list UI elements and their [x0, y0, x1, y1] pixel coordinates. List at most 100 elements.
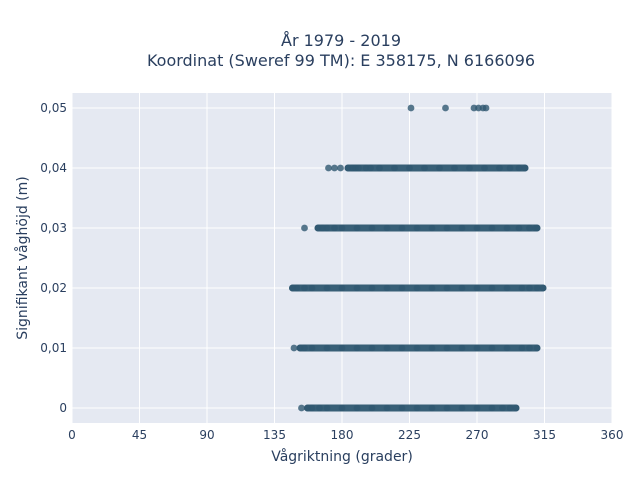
scatter-point [323, 284, 331, 292]
scatter-point [383, 224, 391, 232]
scatter-point [503, 344, 511, 352]
scatter-point [407, 104, 415, 112]
scatter-point [506, 164, 514, 172]
scatter-point [290, 344, 298, 352]
scatter-point [338, 284, 346, 292]
scatter-point [383, 344, 391, 352]
scatter-point [337, 164, 344, 172]
scatter-point [518, 284, 526, 292]
scatter-point [428, 404, 436, 412]
scatter-point [458, 344, 466, 352]
scatter-point [503, 224, 511, 232]
scatter-point [488, 224, 496, 232]
scatter-point [338, 224, 346, 232]
x-tick-label: 315 [533, 428, 556, 442]
scatter-point [512, 404, 520, 412]
scatter-point [308, 404, 316, 412]
x-tick-label: 270 [466, 428, 489, 442]
scatter-point [398, 224, 406, 232]
scatter-point [398, 404, 406, 412]
scatter-point [443, 404, 451, 412]
y-tick-label: 0,05 [40, 101, 67, 115]
x-axis-ticks: 0 45 90 135 180 225 270 315 360 [68, 428, 623, 442]
scatter-point [413, 284, 421, 292]
scatter-point [331, 164, 338, 172]
y-tick-label: 0,01 [40, 341, 67, 355]
x-tick-label: 225 [398, 428, 421, 442]
x-tick-label: 180 [331, 428, 354, 442]
scatter-point [308, 344, 316, 352]
scatter-point [421, 164, 428, 172]
scatter-point [473, 404, 481, 412]
scatter-point [518, 344, 526, 352]
x-tick-label: 45 [132, 428, 147, 442]
scatter-point [353, 224, 361, 232]
y-tick-label: 0,04 [40, 161, 67, 175]
scatter-point [473, 224, 481, 232]
scatter-point [308, 284, 316, 292]
scatter-point [466, 164, 473, 172]
scatter-point [383, 404, 391, 412]
scatter-point [533, 224, 541, 232]
scatter-point [488, 284, 496, 292]
scatter-point [353, 404, 361, 412]
scatter-point [298, 404, 305, 412]
scatter-point [458, 224, 466, 232]
scatter-point [323, 404, 331, 412]
scatter-point [436, 164, 443, 172]
scatter-point [499, 404, 506, 412]
scatter-point [503, 284, 511, 292]
scatter-point [515, 224, 523, 232]
scatter-point [353, 284, 361, 292]
scatter-point [338, 344, 346, 352]
scatter-point [443, 344, 451, 352]
scatter-point [506, 404, 514, 412]
scatter-point [488, 344, 496, 352]
scatter-point [353, 344, 361, 352]
scatter-point [413, 224, 421, 232]
scatter-point [526, 224, 533, 232]
y-tick-label: 0,02 [40, 281, 67, 295]
scatter-point [526, 344, 533, 352]
scatter-point [301, 284, 308, 292]
scatter-point [398, 284, 406, 292]
scatter-point [413, 344, 421, 352]
y-tick-label: 0 [59, 401, 67, 415]
scatter-point [451, 164, 458, 172]
y-tick-label: 0,03 [40, 221, 67, 235]
scatter-point [482, 104, 490, 112]
y-axis-label: Signifikant våghöjd (m) [14, 176, 31, 339]
scatter-point [323, 224, 331, 232]
scatter-point [458, 284, 466, 292]
scatter-point [515, 164, 523, 172]
scatter-point [473, 344, 481, 352]
scatter-point [533, 284, 541, 292]
scatter-point [473, 284, 481, 292]
scatter-point [301, 224, 308, 232]
scatter-point [368, 344, 376, 352]
x-tick-label: 0 [68, 428, 76, 442]
x-tick-label: 360 [601, 428, 624, 442]
scatter-point [458, 404, 466, 412]
x-axis-label: Vågriktning (grader) [271, 448, 413, 465]
scatter-point [355, 164, 362, 172]
scatter-point [391, 164, 398, 172]
chart-title-line1: År 1979 - 2019 [281, 31, 401, 50]
scatter-point [521, 164, 529, 172]
scatter-point [428, 224, 436, 232]
scatter-point [428, 344, 436, 352]
scatter-point [413, 404, 421, 412]
scatter-point [442, 104, 449, 112]
scatter-point [368, 284, 376, 292]
scatter-point [488, 404, 496, 412]
x-tick-label: 135 [263, 428, 286, 442]
scatter-point [443, 284, 451, 292]
chart-title-line2: Koordinat (Sweref 99 TM): E 358175, N 61… [147, 51, 535, 70]
scatter-point [496, 164, 503, 172]
scatter-point [398, 344, 406, 352]
scatter-point [428, 284, 436, 292]
scatter-point [443, 224, 451, 232]
scatter-point [316, 404, 323, 412]
data-points [289, 104, 547, 412]
